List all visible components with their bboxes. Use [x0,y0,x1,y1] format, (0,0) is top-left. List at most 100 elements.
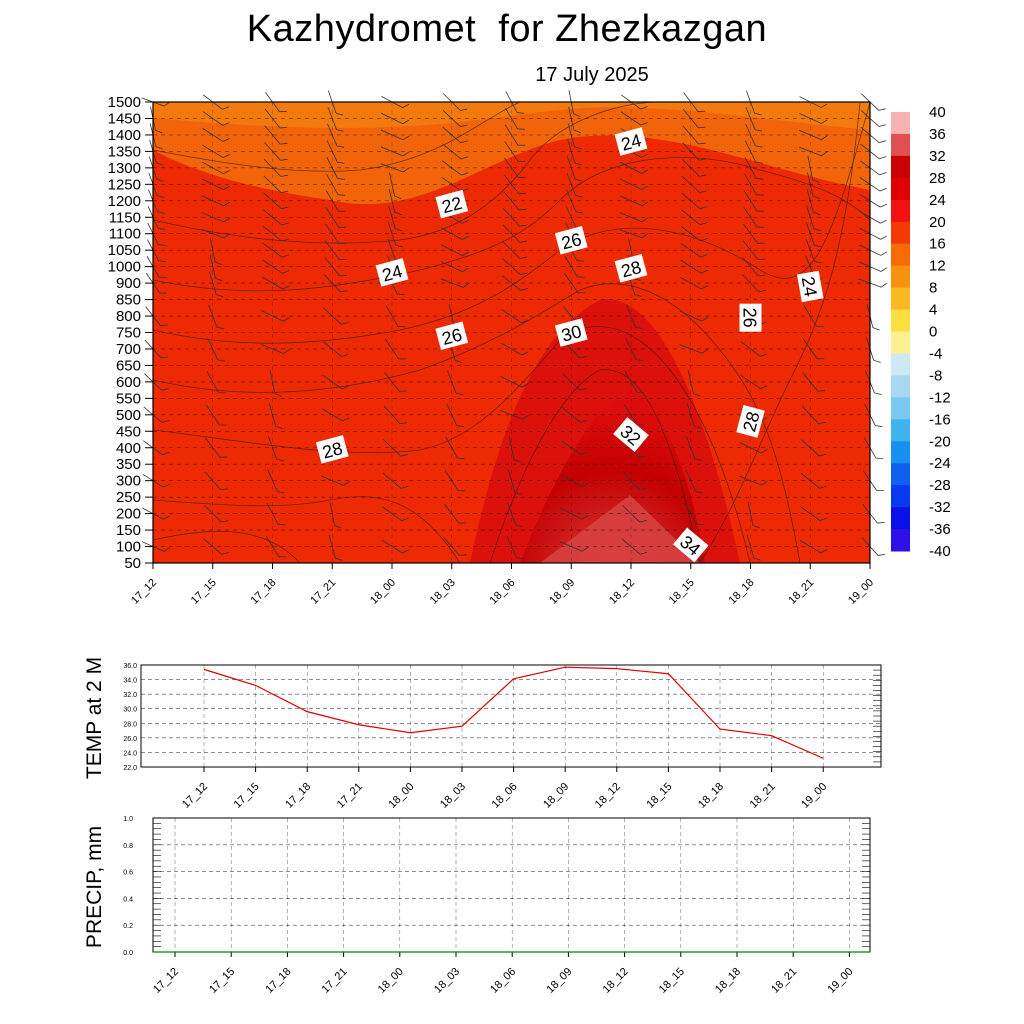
wind-barb-flag [338,194,346,196]
wind-barb-flag [400,454,408,457]
wind-barb-flag [337,178,345,180]
wind-barb-flag [754,112,762,116]
wind-barb-flag [879,156,887,160]
wind-barb-shaft [621,538,641,555]
y-tick-label: 26.0 [123,736,137,743]
wind-barb-flag [156,162,164,166]
wind-barb-flag [579,356,587,359]
wind-barb-flag [222,122,230,126]
wind-barb-flag [394,195,402,200]
wind-barb-flag [282,254,290,258]
wind-barb-flag [457,457,465,460]
y-tick-label: 50 [124,555,141,572]
colorbar-swatch [891,463,910,486]
x-tick-label: 17_18 [249,577,279,607]
wind-barb-flag [760,385,768,389]
wind-barb [742,257,766,277]
contour-line [152,157,871,292]
wind-barb-flag [700,269,708,274]
temp-axis-label: TEMP at 2 M [83,657,106,779]
wind-barb-shaft [263,175,282,193]
wind-barb-shaft [382,506,402,521]
wind-barb-flag [455,392,464,396]
y-tick-label: 600 [116,374,141,391]
wind-barb-flag [336,145,345,148]
wind-barb-shaft [388,189,396,213]
wind-barb-flag [640,551,648,555]
wind-barb-flag [819,517,827,521]
wind-barb-flag [218,391,226,394]
wind-barb-flag [522,414,529,420]
wind-barb-flag [215,277,223,282]
wind-barb-flag [581,515,589,520]
wind-barb-shaft [384,372,400,392]
y-tick-label: 1450 [108,110,141,127]
wind-barb-shaft [505,107,518,130]
wind-barb-flag [698,142,706,145]
wind-barb-flag [577,276,585,278]
x-tick-label: 18_00 [386,781,416,811]
x-tick-label: 17_18 [263,966,293,996]
wind-barb [506,535,524,560]
x-tick-label: 18_15 [667,577,697,607]
wind-barb-flag [517,112,525,114]
wind-barb-flag [459,554,467,556]
wind-barb [505,107,525,130]
wind-barb-flag [757,226,765,228]
wind-barb-shaft [507,502,516,526]
wind-barb-flag [223,185,230,191]
y-tick-label: 0.6 [123,870,133,877]
colorbar-swatch [891,221,910,245]
wind-barb-shaft [263,158,282,177]
wind-barb [380,163,410,173]
wind-barb-shaft [739,475,762,486]
wind-barb [620,111,648,126]
wind-barb [621,538,648,555]
wind-barb-shaft [264,125,281,145]
contour-label: 28 [614,254,648,283]
wind-barb-flag [462,235,469,240]
colorbar-swatch [891,353,910,376]
wind-barb-flag [220,488,228,491]
colorbar-swatch [891,529,910,552]
wind-barb-shaft [380,163,404,173]
wind-barb [626,304,643,330]
contour-label: 26 [739,303,762,332]
wind-barb-shaft [381,112,403,125]
wind-barb-flag [395,228,403,232]
wind-barb [384,372,407,392]
wind-barb-shaft [625,338,637,360]
wind-barb-flag [756,210,765,212]
wind-barb [503,191,527,211]
wind-barb-flag [341,353,349,357]
x-tick-label: 18_09 [547,577,577,607]
wind-barb-flag [283,349,290,354]
wind-barb [746,534,761,561]
contour-line [152,530,301,564]
contour-label-bg [315,435,349,464]
colorbar-tick-label: 0 [929,324,937,341]
wind-barb-flag [460,124,468,128]
wind-barb-shaft [385,305,399,327]
wind-barb-flag [223,201,230,207]
wind-barb-flag [397,293,405,296]
wind-barb-flag [820,119,828,124]
y-tick-label: 0.8 [123,843,133,850]
wind-barb-flag [343,481,350,486]
wind-barb-flag [341,385,349,390]
wind-barb-flag [638,456,646,458]
wind-barb-flag [283,317,290,322]
wind-barb-shaft [503,208,520,227]
colorbar-swatch [891,155,910,179]
wind-barb [502,241,528,259]
wind-barb-shaft [389,172,395,197]
contour-label-bg [375,258,409,287]
y-tick-label: 250 [116,489,141,506]
wind-barb-flag [701,348,709,354]
wind-barb [504,124,526,146]
wind-barb-flag [461,188,469,192]
wind-barb [388,189,402,216]
wind-barb-flag [223,170,230,175]
wind-barb-flag [520,287,528,291]
y-tick-label: 24.0 [123,750,137,757]
